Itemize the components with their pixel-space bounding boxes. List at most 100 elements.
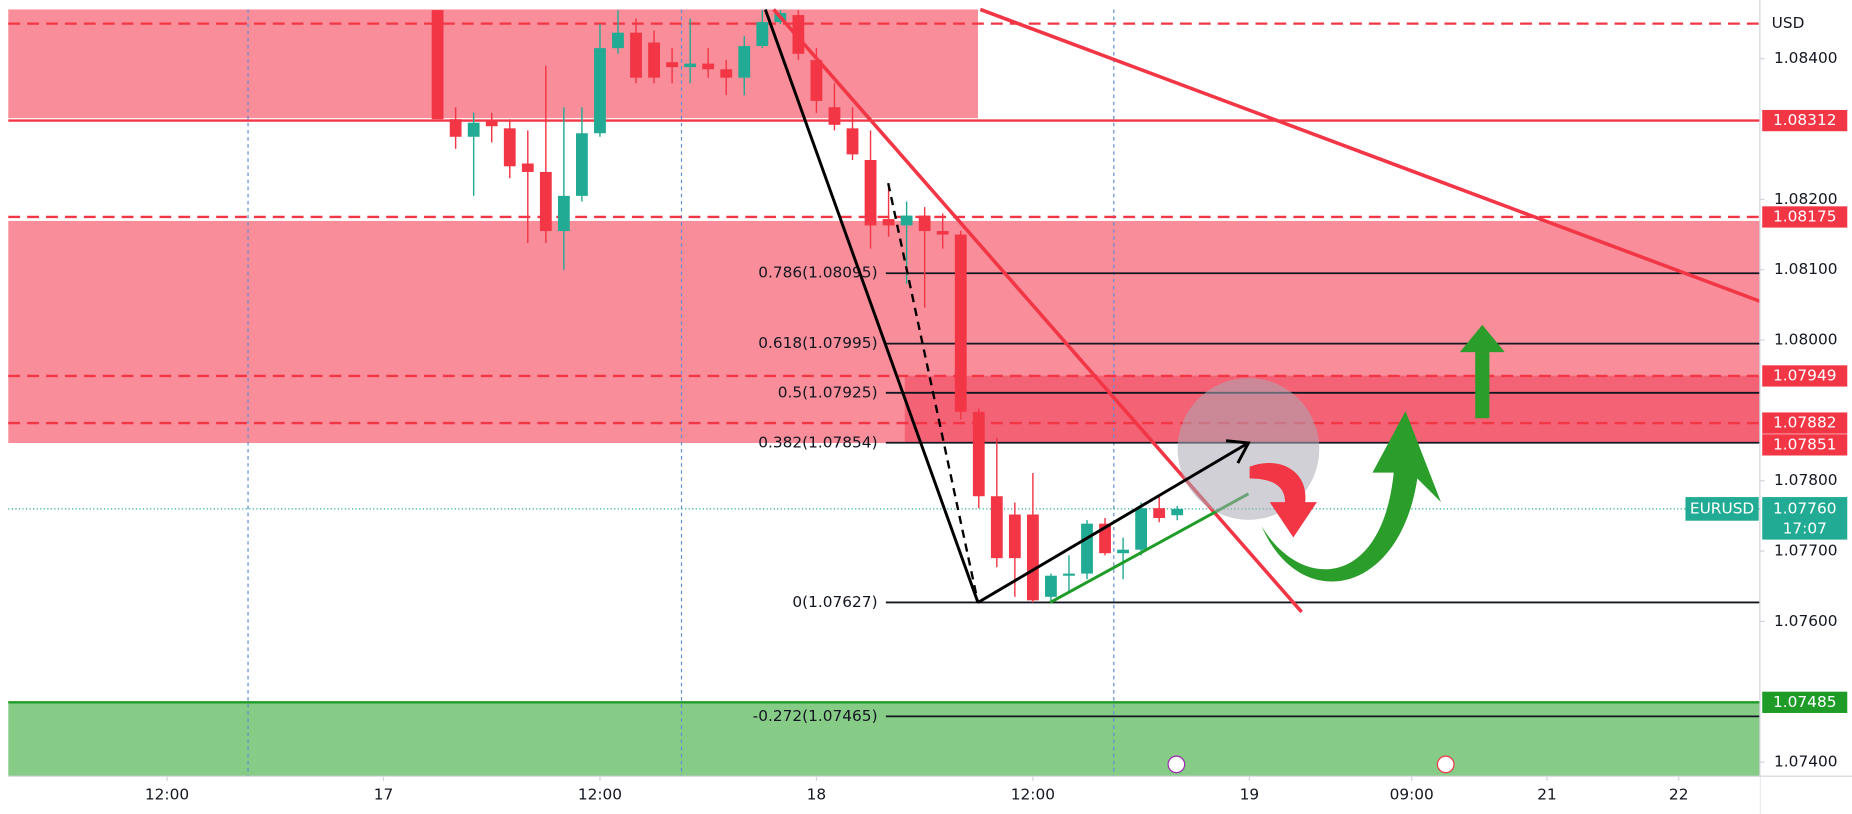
y-tick-label: 1.07400 [1774,753,1837,771]
price-tag [1762,434,1848,456]
candle-body [485,121,498,127]
x-tick-label: 21 [1537,786,1557,804]
candle-body [521,163,534,172]
candle-body [918,215,931,232]
candle-body [792,15,805,54]
price-tag-label: 1.08175 [1773,207,1836,225]
fib-label: 0.382(1.07854) [758,433,877,451]
x-tick-label: 12:00 [145,786,189,804]
up-arrow [1475,352,1490,419]
up-arrow [1459,324,1505,353]
y-tick-label: 1.07700 [1774,542,1837,560]
candle-body [1081,523,1093,574]
x-tick-label: 12:00 [1011,786,1055,804]
x-tick-label: 22 [1669,786,1689,804]
support-zone [8,701,1760,777]
countdown: 17:07 [1783,519,1827,537]
price-tag [1762,206,1848,228]
price-tag [1762,109,1848,132]
price-axis [1759,0,1852,814]
x-tick-label: 18 [807,786,827,804]
price-tag [1762,365,1848,387]
x-tick-label: 09:00 [1390,786,1434,804]
event-icon[interactable] [1436,755,1455,774]
fib-label: 0.786(1.08095) [758,264,877,282]
price-tag [1762,691,1848,713]
candle-body [576,133,588,196]
up-arrow [1261,411,1441,582]
fib-label: 0(1.07627) [792,593,877,611]
time-axis [0,776,1760,814]
price-tag-label: 1.07949 [1773,366,1836,384]
candle-body [954,234,967,412]
candle-body [720,69,733,78]
overlay: 1.08312 1.08175 1.07949 1.07882 1.07851 1.074… [1685,109,1848,713]
candle-body [1099,523,1111,554]
candle-body [539,171,552,232]
candle-body [1008,514,1021,559]
trend-line [979,7,1761,303]
candle-body [702,63,715,70]
y-tick-label: 1.08400 [1774,49,1837,67]
trend-line [763,8,980,604]
candle-body [864,159,877,226]
y-tick-label: 1.07800 [1774,471,1837,489]
candle-body [972,411,985,497]
price-tag-label: 1.08312 [1773,111,1836,129]
candle-body [738,46,751,78]
price-tag-label: 1.07760 [1773,499,1836,517]
currency: USD [1772,14,1805,32]
candle-body [1135,508,1148,550]
candle-body [557,195,570,232]
candle-body [503,128,516,167]
arrow-head [1225,439,1251,464]
candle-body [467,122,480,137]
event-icon[interactable] [1167,755,1186,774]
candle-body [1045,575,1057,597]
candle-body [648,42,660,78]
candle-body [882,219,895,226]
fib-label: 0.5(1.07925) [778,383,878,401]
candle-body [612,32,624,49]
trend-line [887,182,980,603]
y-tick-label: 1.07600 [1774,612,1837,630]
candle-body [990,496,1003,559]
x-tick-label: 12:00 [578,786,622,804]
candle-body [1171,508,1184,516]
trend-line [1049,492,1250,604]
plot-area: 0.786(1.08095) 0.618(1.07995) 0.5(1.07925)… [8,10,1760,725]
y-tick-label: 1.08100 [1774,260,1837,278]
resistance-zone [8,9,978,119]
price-tag-label: 1.07882 [1773,414,1836,432]
price-tag [1762,497,1848,540]
price-tag-label: 1.07485 [1773,693,1836,711]
candle-body [1063,573,1075,576]
candle-body [1153,508,1166,519]
candle-body [1026,514,1039,601]
symbol-tag [1685,497,1759,521]
candle-body [1117,549,1129,554]
candle-body [936,231,949,235]
candle-body [828,107,841,125]
candle-body [431,10,444,120]
candle-body [684,63,697,68]
price-tag-label: 1.07851 [1773,435,1836,453]
x-tick-label: 19 [1240,786,1260,804]
candle-body [756,22,769,47]
x-tick-label: 17 [374,786,394,804]
y-tick-label: 1.08000 [1774,331,1837,349]
candle-body [630,32,642,78]
fib-label: 0.618(1.07995) [758,334,877,352]
candle-body [810,60,823,101]
symbol-label: EURUSD [1690,499,1754,517]
resistance-zone [904,375,1760,444]
candle-body [594,48,606,134]
candle-body [846,128,859,155]
price-tag [1762,412,1848,434]
y-tick-label: 1.08200 [1774,190,1837,208]
arrow-line [977,442,1247,604]
drawings [763,7,1761,614]
candle-body [449,119,462,137]
